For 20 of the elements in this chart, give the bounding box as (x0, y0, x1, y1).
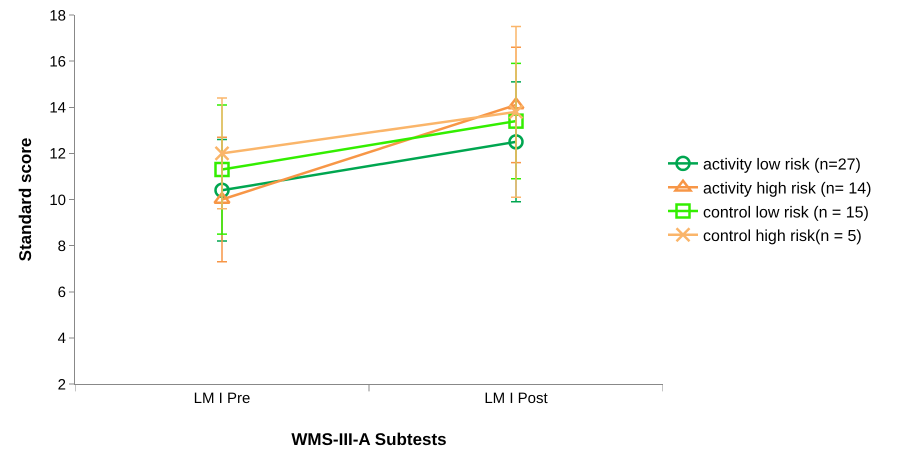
y-tick-label: 12 (49, 146, 66, 163)
point (508, 134, 524, 150)
point (214, 146, 230, 162)
y-tick-label: 14 (49, 100, 66, 116)
y-tick-label: 4 (58, 330, 66, 348)
y-tick-label: 2 (58, 376, 66, 394)
legend-label: control high risk(n = 5) (703, 228, 862, 246)
legend-label: control low risk (n = 15) (703, 204, 869, 222)
y-axis-title: Standard score (16, 138, 35, 262)
x-tick-label: LM I Pre (194, 390, 250, 407)
y-tick-label: 16 (49, 53, 66, 70)
y-tick-label: 6 (58, 284, 66, 301)
y-tick-label: 10 (49, 192, 66, 209)
y-tick-label: 18 (49, 7, 66, 24)
y-tick-label: 8 (58, 238, 66, 255)
point (214, 162, 230, 178)
x-tick-label: LM I Post (484, 390, 549, 407)
x-axis-title: WMS-III-A Subtests (291, 430, 447, 449)
legend-label: activity low risk (n=27) (703, 156, 861, 174)
legend-label: activity high risk (n= 14) (703, 180, 872, 198)
